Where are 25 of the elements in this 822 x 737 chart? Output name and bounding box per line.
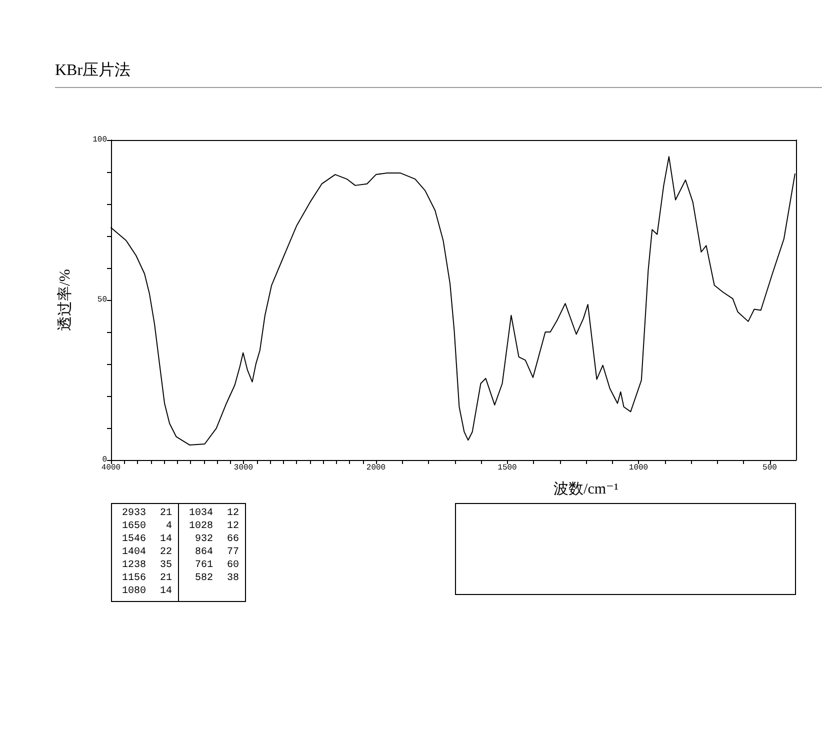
text: 1028 12: [188, 521, 239, 532]
y-tick-label: 50: [97, 296, 108, 304]
x-tick-label: 4000: [101, 464, 121, 472]
text: 932 66: [194, 534, 239, 545]
y-tick-label: 0: [102, 456, 108, 464]
text: 1034 12: [188, 508, 239, 519]
text: 2933 21: [122, 508, 172, 519]
text: 1238 35: [122, 560, 172, 571]
text: 761 60: [194, 560, 239, 571]
chart-title: KBr压片法: [55, 60, 822, 88]
text: 1156 21: [122, 573, 172, 584]
text: 864 77: [194, 547, 239, 558]
x-axis-title: 波数/cm⁻¹: [554, 480, 618, 498]
y-tick-label: 100: [92, 136, 108, 144]
text: 582 38: [194, 573, 239, 584]
text: 1650 4: [122, 521, 172, 532]
text: 1080 14: [122, 586, 172, 597]
y-axis-title: 透过率/%: [56, 269, 74, 331]
text: 1404 22: [122, 547, 172, 558]
x-tick-label: 3000: [234, 464, 254, 472]
x-tick-label: 1000: [628, 464, 648, 472]
text: 1546 14: [122, 534, 172, 545]
x-tick-label: 2000: [366, 464, 386, 472]
x-tick-label: 500: [762, 464, 778, 472]
x-tick-label: 1500: [498, 464, 518, 472]
